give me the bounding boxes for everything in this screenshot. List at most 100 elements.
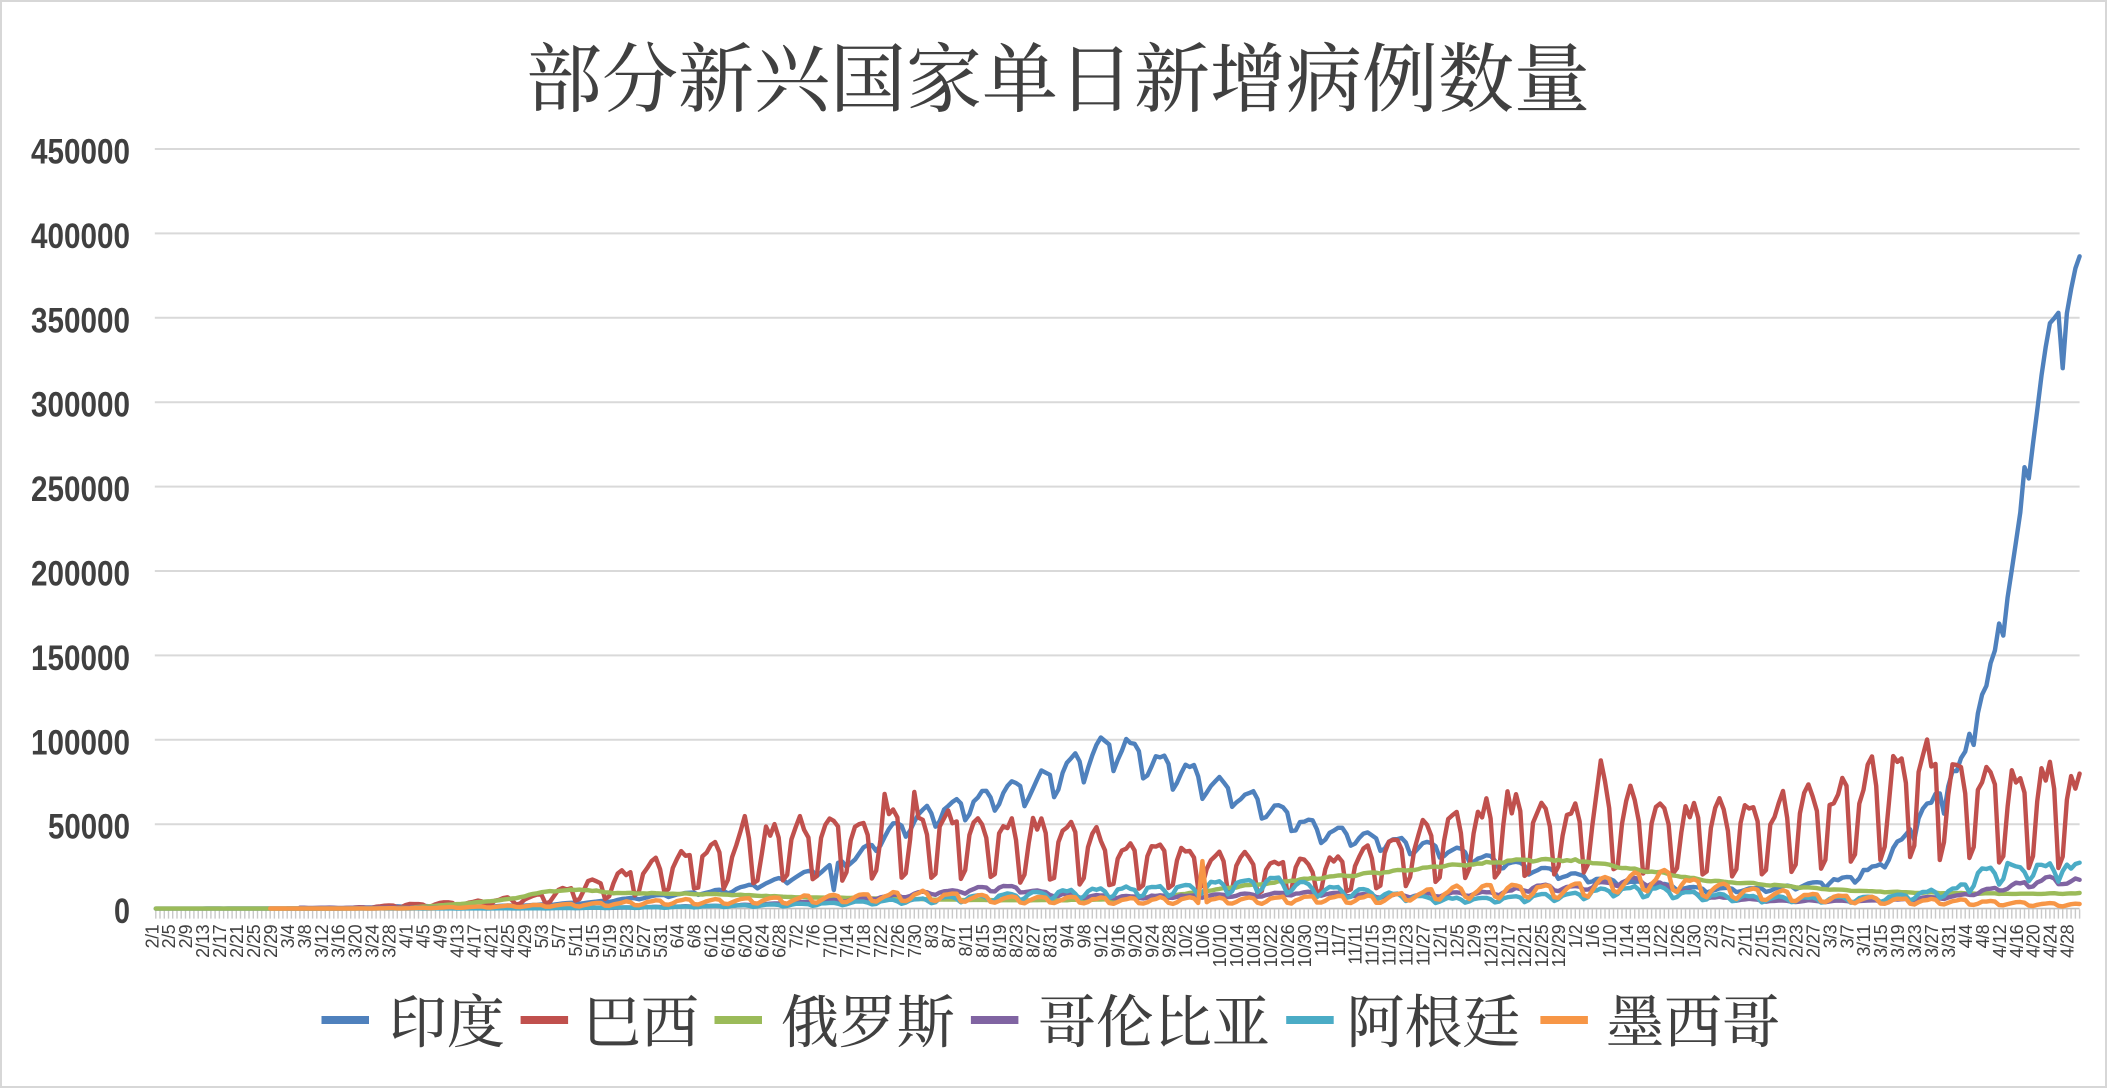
- svg-text:2/25: 2/25: [244, 924, 264, 958]
- svg-text:12/1: 12/1: [1431, 924, 1451, 958]
- svg-text:2/29: 2/29: [261, 924, 281, 958]
- svg-text:5/7: 5/7: [549, 924, 569, 948]
- svg-text:4/17: 4/17: [464, 924, 484, 958]
- svg-text:1/26: 1/26: [1668, 924, 1688, 958]
- svg-text:8/31: 8/31: [1041, 924, 1061, 958]
- svg-text:10/14: 10/14: [1227, 924, 1247, 967]
- svg-text:5/23: 5/23: [617, 924, 637, 958]
- svg-text:3/19: 3/19: [1888, 924, 1908, 958]
- svg-text:10/10: 10/10: [1210, 924, 1230, 967]
- svg-text:3/24: 3/24: [363, 924, 383, 958]
- svg-text:3/15: 3/15: [1871, 924, 1891, 958]
- svg-text:2/13: 2/13: [193, 924, 213, 958]
- svg-text:11/27: 11/27: [1414, 924, 1434, 966]
- svg-text:2/21: 2/21: [227, 924, 247, 958]
- svg-text:1/10: 1/10: [1600, 924, 1620, 958]
- svg-text:5/31: 5/31: [651, 924, 671, 958]
- svg-text:4/28: 4/28: [2058, 924, 2078, 958]
- svg-text:8/23: 8/23: [1007, 924, 1027, 958]
- svg-text:4/21: 4/21: [481, 924, 501, 958]
- svg-text:9/24: 9/24: [1142, 924, 1162, 958]
- svg-text:4/5: 4/5: [414, 924, 434, 948]
- svg-text:10/26: 10/26: [1278, 924, 1298, 967]
- svg-text:12/5: 12/5: [1447, 924, 1467, 958]
- svg-text:400000: 400000: [31, 217, 130, 256]
- svg-text:11/7: 11/7: [1329, 924, 1349, 956]
- svg-text:11/3: 11/3: [1312, 924, 1332, 956]
- svg-text:11/23: 11/23: [1397, 924, 1417, 966]
- svg-text:10/18: 10/18: [1244, 924, 1264, 967]
- svg-text:3/3: 3/3: [1820, 924, 1840, 948]
- svg-text:0: 0: [114, 892, 130, 931]
- svg-text:2/11: 2/11: [1736, 924, 1756, 956]
- svg-text:3/31: 3/31: [1939, 924, 1959, 958]
- svg-text:100000: 100000: [31, 723, 130, 762]
- svg-text:4/25: 4/25: [498, 924, 518, 958]
- svg-text:10/30: 10/30: [1295, 924, 1315, 967]
- svg-text:4/16: 4/16: [2007, 924, 2027, 958]
- svg-text:4/13: 4/13: [447, 924, 467, 958]
- svg-text:8/3: 8/3: [922, 924, 942, 948]
- svg-text:4/29: 4/29: [515, 924, 535, 958]
- svg-text:3/16: 3/16: [329, 924, 349, 958]
- svg-text:3/12: 3/12: [312, 924, 332, 958]
- svg-text:1/2: 1/2: [1566, 924, 1586, 948]
- svg-text:10/6: 10/6: [1193, 924, 1213, 958]
- svg-text:4/8: 4/8: [1973, 924, 1993, 948]
- svg-text:7/10: 7/10: [820, 924, 840, 958]
- svg-text:2/19: 2/19: [1770, 924, 1790, 958]
- svg-text:4/20: 4/20: [2024, 924, 2044, 958]
- svg-text:6/24: 6/24: [753, 924, 773, 958]
- svg-text:9/8: 9/8: [1075, 924, 1095, 948]
- svg-text:8/11: 8/11: [956, 924, 976, 956]
- svg-text:6/8: 6/8: [685, 924, 705, 948]
- svg-text:1/6: 1/6: [1583, 924, 1603, 948]
- svg-text:250000: 250000: [31, 470, 130, 509]
- svg-text:5/3: 5/3: [532, 924, 552, 948]
- svg-text:3/7: 3/7: [1837, 924, 1857, 948]
- svg-text:2/15: 2/15: [1753, 924, 1773, 958]
- svg-text:2/9: 2/9: [176, 924, 196, 948]
- svg-text:12/25: 12/25: [1532, 924, 1552, 967]
- svg-text:4/9: 4/9: [430, 924, 450, 948]
- svg-text:150000: 150000: [31, 639, 130, 678]
- svg-text:8/7: 8/7: [939, 924, 959, 948]
- svg-text:11/15: 11/15: [1363, 924, 1383, 966]
- svg-text:7/14: 7/14: [837, 924, 857, 958]
- svg-text:350000: 350000: [31, 301, 130, 340]
- svg-text:8/19: 8/19: [990, 924, 1010, 958]
- svg-text:2/7: 2/7: [1719, 924, 1739, 948]
- svg-text:4/1: 4/1: [397, 924, 417, 948]
- svg-text:2/23: 2/23: [1786, 924, 1806, 958]
- svg-text:1/18: 1/18: [1634, 924, 1654, 958]
- svg-text:3/8: 3/8: [295, 924, 315, 948]
- svg-text:9/4: 9/4: [1058, 924, 1078, 948]
- svg-text:3/28: 3/28: [380, 924, 400, 958]
- svg-text:1/30: 1/30: [1685, 924, 1705, 958]
- svg-text:7/6: 7/6: [803, 924, 823, 948]
- svg-text:12/13: 12/13: [1481, 924, 1501, 967]
- svg-text:5/11: 5/11: [566, 924, 586, 956]
- svg-text:7/2: 7/2: [786, 924, 806, 948]
- svg-text:2/5: 2/5: [159, 924, 179, 948]
- svg-text:450000: 450000: [31, 133, 130, 172]
- svg-text:6/12: 6/12: [702, 924, 722, 958]
- svg-text:2/17: 2/17: [210, 924, 230, 958]
- svg-text:4/12: 4/12: [1990, 924, 2010, 958]
- svg-text:9/28: 9/28: [1159, 924, 1179, 958]
- svg-text:5/15: 5/15: [583, 924, 603, 958]
- svg-text:8/15: 8/15: [973, 924, 993, 958]
- svg-text:5/27: 5/27: [634, 924, 654, 958]
- svg-text:12/9: 12/9: [1464, 924, 1484, 958]
- svg-text:3/27: 3/27: [1922, 924, 1942, 958]
- svg-text:1/22: 1/22: [1651, 924, 1671, 958]
- svg-text:7/26: 7/26: [888, 924, 908, 958]
- svg-text:9/20: 9/20: [1125, 924, 1145, 958]
- svg-text:12/21: 12/21: [1515, 924, 1535, 967]
- svg-text:6/20: 6/20: [736, 924, 756, 958]
- svg-text:1/14: 1/14: [1617, 924, 1637, 958]
- svg-text:11/11: 11/11: [1346, 924, 1366, 964]
- svg-text:6/28: 6/28: [769, 924, 789, 958]
- svg-text:9/16: 9/16: [1108, 924, 1128, 958]
- svg-text:7/30: 7/30: [905, 924, 925, 958]
